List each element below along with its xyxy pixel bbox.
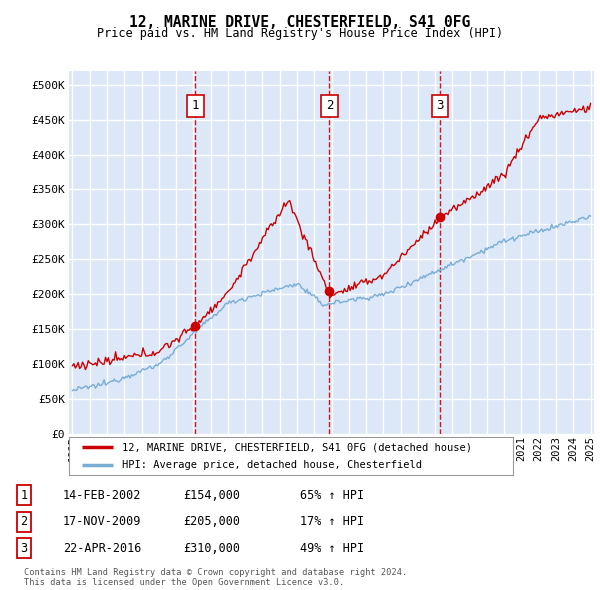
Text: 3: 3 <box>20 542 28 555</box>
Text: 65% ↑ HPI: 65% ↑ HPI <box>300 489 364 502</box>
Text: 17% ↑ HPI: 17% ↑ HPI <box>300 515 364 528</box>
Text: 1: 1 <box>20 489 28 502</box>
Text: 14-FEB-2002: 14-FEB-2002 <box>63 489 142 502</box>
Text: HPI: Average price, detached house, Chesterfield: HPI: Average price, detached house, Ches… <box>122 460 422 470</box>
Text: £154,000: £154,000 <box>183 489 240 502</box>
Text: Price paid vs. HM Land Registry's House Price Index (HPI): Price paid vs. HM Land Registry's House … <box>97 27 503 40</box>
Text: 2: 2 <box>326 99 333 112</box>
Text: 2: 2 <box>20 515 28 528</box>
Text: £205,000: £205,000 <box>183 515 240 528</box>
Text: 3: 3 <box>437 99 444 112</box>
Text: 49% ↑ HPI: 49% ↑ HPI <box>300 542 364 555</box>
Text: 17-NOV-2009: 17-NOV-2009 <box>63 515 142 528</box>
Text: 22-APR-2016: 22-APR-2016 <box>63 542 142 555</box>
Text: 12, MARINE DRIVE, CHESTERFIELD, S41 0FG (detached house): 12, MARINE DRIVE, CHESTERFIELD, S41 0FG … <box>122 442 472 453</box>
Text: 12, MARINE DRIVE, CHESTERFIELD, S41 0FG: 12, MARINE DRIVE, CHESTERFIELD, S41 0FG <box>130 15 470 30</box>
Text: Contains HM Land Registry data © Crown copyright and database right 2024.
This d: Contains HM Land Registry data © Crown c… <box>24 568 407 587</box>
Text: £310,000: £310,000 <box>183 542 240 555</box>
Text: 1: 1 <box>191 99 199 112</box>
